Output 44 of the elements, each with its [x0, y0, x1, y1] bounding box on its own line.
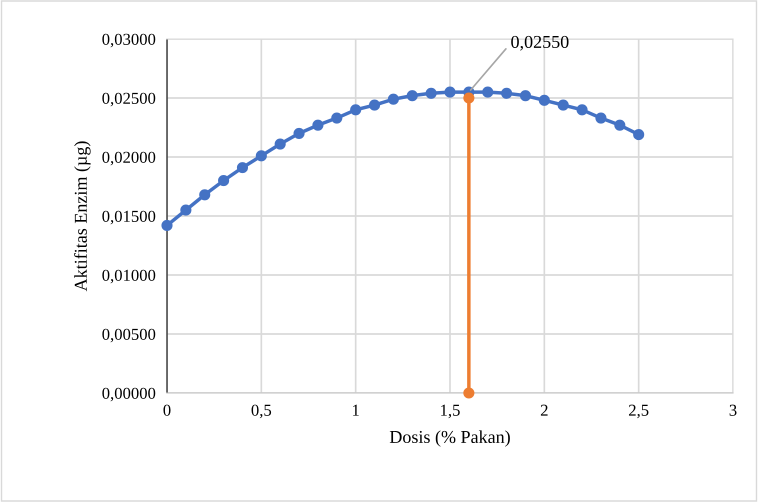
y-tick-label: 0,01000 [102, 270, 156, 284]
point [463, 92, 474, 104]
point [350, 104, 362, 116]
point [388, 94, 399, 105]
point [501, 88, 512, 99]
y-tick-label: 0,02000 [102, 152, 156, 166]
point [444, 86, 456, 98]
point [614, 120, 626, 131]
y-tick-label: 0,00000 [102, 388, 156, 402]
point [576, 104, 588, 116]
point [312, 120, 324, 131]
point [199, 189, 210, 200]
point [406, 90, 418, 102]
y-tick-label: 0,03000 [102, 34, 156, 48]
x-tick-label: 2 [540, 404, 548, 416]
x-tick-label: 0 [163, 404, 171, 416]
point [558, 100, 569, 111]
x-tick-label: 2,5 [628, 404, 648, 418]
point [294, 128, 305, 139]
y-axis-title: Aktifitas Enzim (µg) [74, 141, 91, 292]
point [463, 387, 474, 399]
x-tick-label: 1,5 [441, 404, 460, 418]
point [482, 86, 494, 98]
point [520, 90, 532, 102]
point [331, 112, 342, 124]
point [538, 94, 550, 106]
point [595, 112, 606, 124]
annotation: 0,02550 [511, 36, 569, 51]
x-axis-title: Dosis (% Pakan) [390, 430, 510, 447]
y-tick-label: 0,02500 [102, 92, 156, 106]
point [426, 88, 437, 99]
point [161, 220, 173, 231]
point [180, 204, 192, 216]
point [256, 150, 267, 162]
y-tick-label: 0,01500 [102, 210, 156, 224]
y-tick-label: 0,00500 [102, 328, 156, 342]
point [218, 175, 230, 186]
point [236, 162, 248, 174]
point [274, 138, 286, 150]
x-tick-label: 3 [730, 404, 737, 416]
x-tick-label: 0,5 [252, 404, 272, 418]
point [368, 100, 380, 111]
x-tick-label: 1 [352, 404, 359, 416]
point [633, 129, 644, 140]
